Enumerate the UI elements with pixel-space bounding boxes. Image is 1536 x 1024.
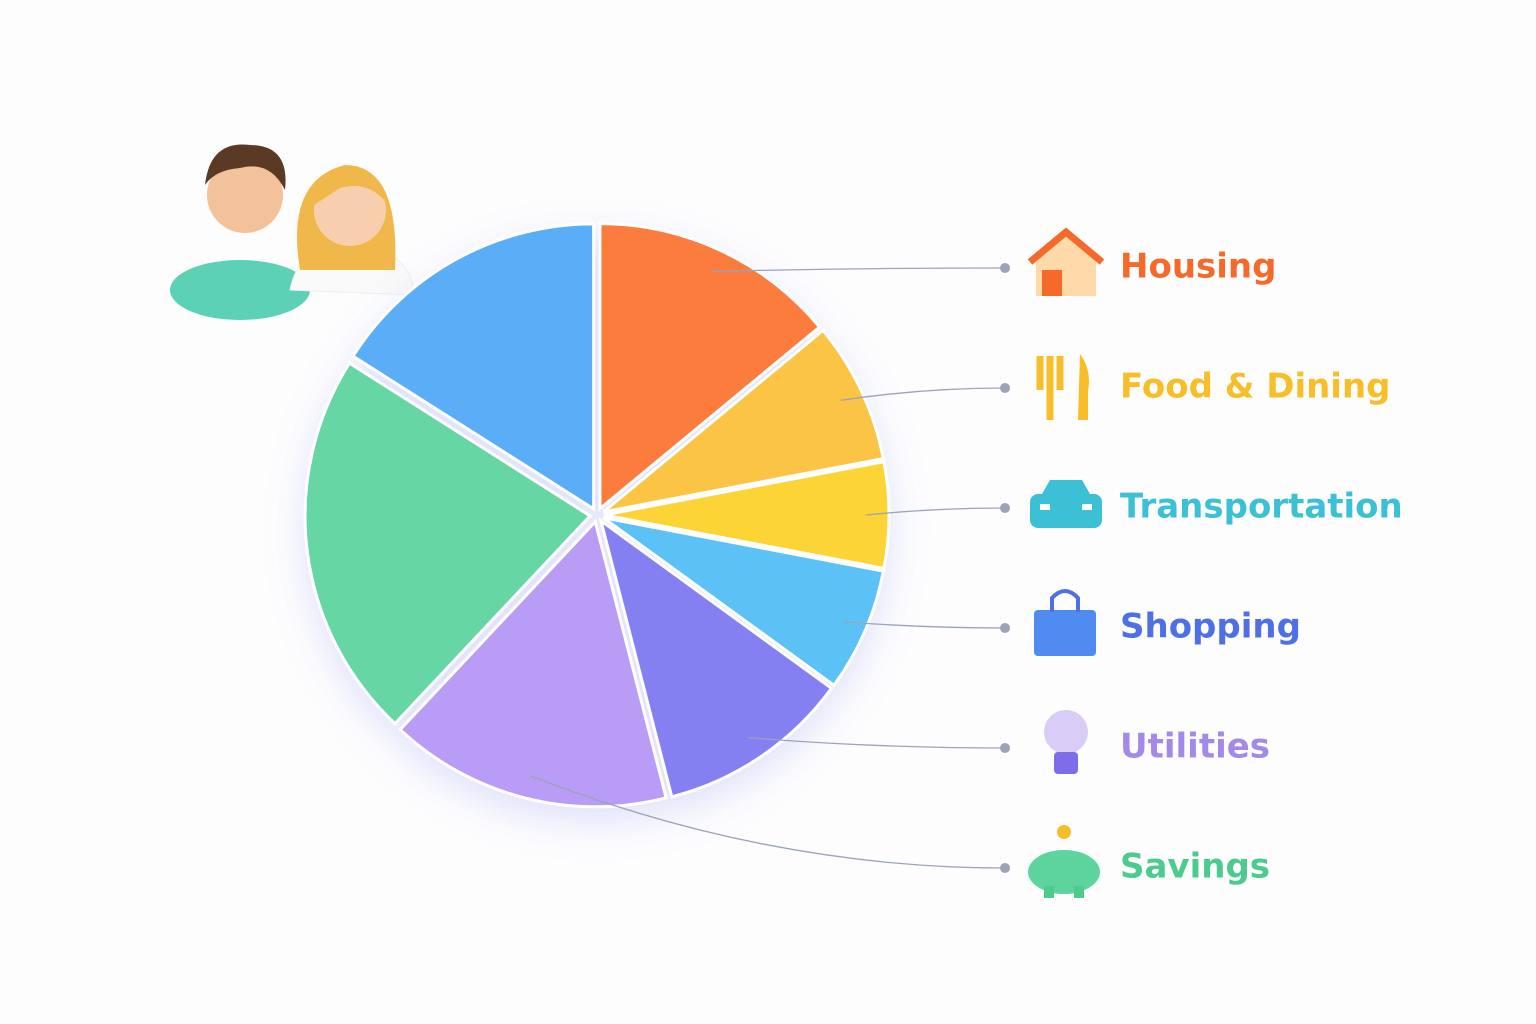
leader-dot — [1000, 623, 1010, 633]
leader-line — [529, 775, 1006, 869]
avatars — [170, 144, 416, 320]
legend: Housing Food & Dining Transportation Shoppi… — [529, 247, 1403, 887]
leader-line — [711, 267, 1006, 273]
leader-line — [866, 507, 1006, 516]
pie-slice — [602, 328, 886, 514]
leader-dot — [1000, 743, 1010, 753]
leader-dot — [1000, 863, 1010, 873]
pie — [303, 222, 891, 809]
legend-label: Utilities — [1120, 727, 1270, 767]
legend-label: Food & Dining — [1120, 367, 1391, 407]
pie-slice — [602, 516, 886, 688]
leader-dot — [1000, 263, 1010, 273]
pie-slice — [303, 361, 593, 726]
leader-line — [840, 387, 1006, 402]
legend-label: Shopping — [1120, 607, 1301, 647]
leader-dot — [1000, 503, 1010, 513]
pie-slice — [598, 517, 834, 799]
leader-dot — [1000, 383, 1010, 393]
pie-slice — [603, 459, 891, 571]
pie-slice — [350, 222, 596, 512]
leader-line — [748, 737, 1006, 749]
pie-slice — [598, 222, 822, 512]
pie-slice — [398, 518, 668, 809]
legend-label: Transportation — [1120, 487, 1403, 527]
icons — [1027, 227, 1105, 898]
legend-label: Savings — [1120, 847, 1270, 887]
leader-line — [844, 621, 1006, 629]
legend-label: Housing — [1120, 247, 1276, 287]
